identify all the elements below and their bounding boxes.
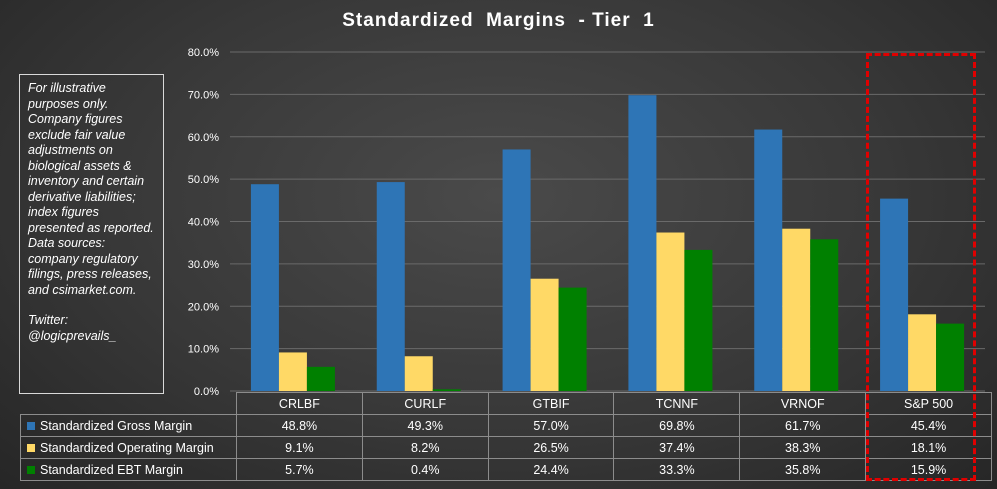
- data-label: 5.7%: [236, 458, 363, 481]
- x-tick-label: TCNNF: [613, 392, 741, 415]
- y-tick-label: 70.0%: [188, 89, 219, 101]
- data-label: 37.4%: [613, 436, 741, 459]
- data-label: 33.3%: [613, 458, 741, 481]
- y-axis-ticks: 0.0%10.0%20.0%30.0%40.0%50.0%60.0%70.0%8…: [188, 47, 219, 398]
- y-tick-label: 80.0%: [188, 47, 219, 59]
- data-label: 49.3%: [361, 414, 489, 437]
- y-tick-label: 10.0%: [188, 344, 219, 356]
- bar-tcnnf-s2: [684, 249, 713, 391]
- x-tick-label: S&P 500: [865, 392, 992, 415]
- y-tick-label: 20.0%: [188, 301, 219, 313]
- data-label: 57.0%: [487, 414, 615, 437]
- bar-curlf-s0: [376, 182, 405, 391]
- bar-crlbf-s0: [250, 184, 279, 391]
- table-header-row: CRLBF CURLF GTBIF TCNNF VRNOF S&P 500: [20, 392, 992, 415]
- legend-entry: Standardized EBT Margin: [20, 458, 237, 481]
- bar-crlbf-s1: [278, 352, 307, 391]
- data-label: 69.8%: [613, 414, 741, 437]
- disclaimer-text: For illustrative purposes only. Company …: [28, 81, 154, 297]
- bar-curlf-s1: [404, 356, 433, 391]
- sp500-highlight-frame: [866, 53, 976, 481]
- data-label: 24.4%: [487, 458, 615, 481]
- table-row: Standardized Gross Margin 48.8% 49.3% 57.0%…: [20, 414, 992, 437]
- bar-vrnof-s1: [782, 228, 811, 391]
- data-label: 48.8%: [236, 414, 363, 437]
- table-row: Standardized Operating Margin 9.1% 8.2% 26.…: [20, 436, 992, 459]
- data-table: CRLBF CURLF GTBIF TCNNF VRNOF S&P 500 Standard…: [20, 392, 992, 481]
- legend-entry: Standardized Operating Margin: [20, 436, 237, 459]
- bar-vrnof-s2: [810, 239, 839, 391]
- bar-gtbif-s1: [530, 278, 559, 391]
- legend-swatch: [27, 443, 35, 452]
- y-tick-label: 40.0%: [188, 217, 219, 229]
- data-label: 0.4%: [361, 458, 489, 481]
- table-corner: [20, 392, 237, 415]
- y-tick-label: 60.0%: [188, 132, 219, 144]
- legend-swatch: [27, 421, 35, 430]
- series-name: Standardized Gross Margin: [40, 418, 193, 433]
- series-name: Standardized Operating Margin: [40, 440, 214, 455]
- bar-tcnnf-s0: [628, 95, 657, 391]
- bar-sp500-s2: [936, 323, 965, 391]
- data-label: 61.7%: [739, 414, 867, 437]
- data-label: 35.8%: [739, 458, 867, 481]
- data-label: 38.3%: [739, 436, 867, 459]
- x-tick-label: CURLF: [361, 392, 489, 415]
- bar-gtbif-s2: [558, 287, 587, 391]
- bar-vrnof-s0: [754, 129, 783, 391]
- bar-tcnnf-s1: [656, 232, 685, 391]
- series-name: Standardized EBT Margin: [40, 462, 183, 477]
- chart-title: Standardized Margins - Tier 1: [342, 10, 655, 31]
- x-tick-label: VRNOF: [739, 392, 867, 415]
- table-row: Standardized EBT Margin 5.7% 0.4% 24.4% 33.3…: [20, 458, 992, 481]
- x-tick-label: GTBIF: [487, 392, 615, 415]
- bar-sp500-s0: [880, 198, 909, 391]
- twitter-handle: Twitter: @logicprevails_: [28, 313, 117, 343]
- gridlines: [230, 51, 985, 392]
- x-tick-label: CRLBF: [236, 392, 363, 415]
- legend-swatch: [27, 465, 35, 474]
- data-label: 26.5%: [487, 436, 615, 459]
- y-tick-label: 50.0%: [188, 174, 219, 186]
- bar-crlbf-s2: [306, 366, 335, 391]
- data-label: 9.1%: [236, 436, 363, 459]
- bar-curlf-s2: [432, 389, 461, 391]
- data-label: 8.2%: [361, 436, 489, 459]
- legend-entry: Standardized Gross Margin: [20, 414, 237, 437]
- y-tick-label: 30.0%: [188, 259, 219, 271]
- bar-gtbif-s0: [502, 149, 531, 391]
- bars: [250, 95, 965, 391]
- bar-sp500-s1: [908, 314, 937, 391]
- disclaimer-note: For illustrative purposes only. Company …: [19, 74, 164, 394]
